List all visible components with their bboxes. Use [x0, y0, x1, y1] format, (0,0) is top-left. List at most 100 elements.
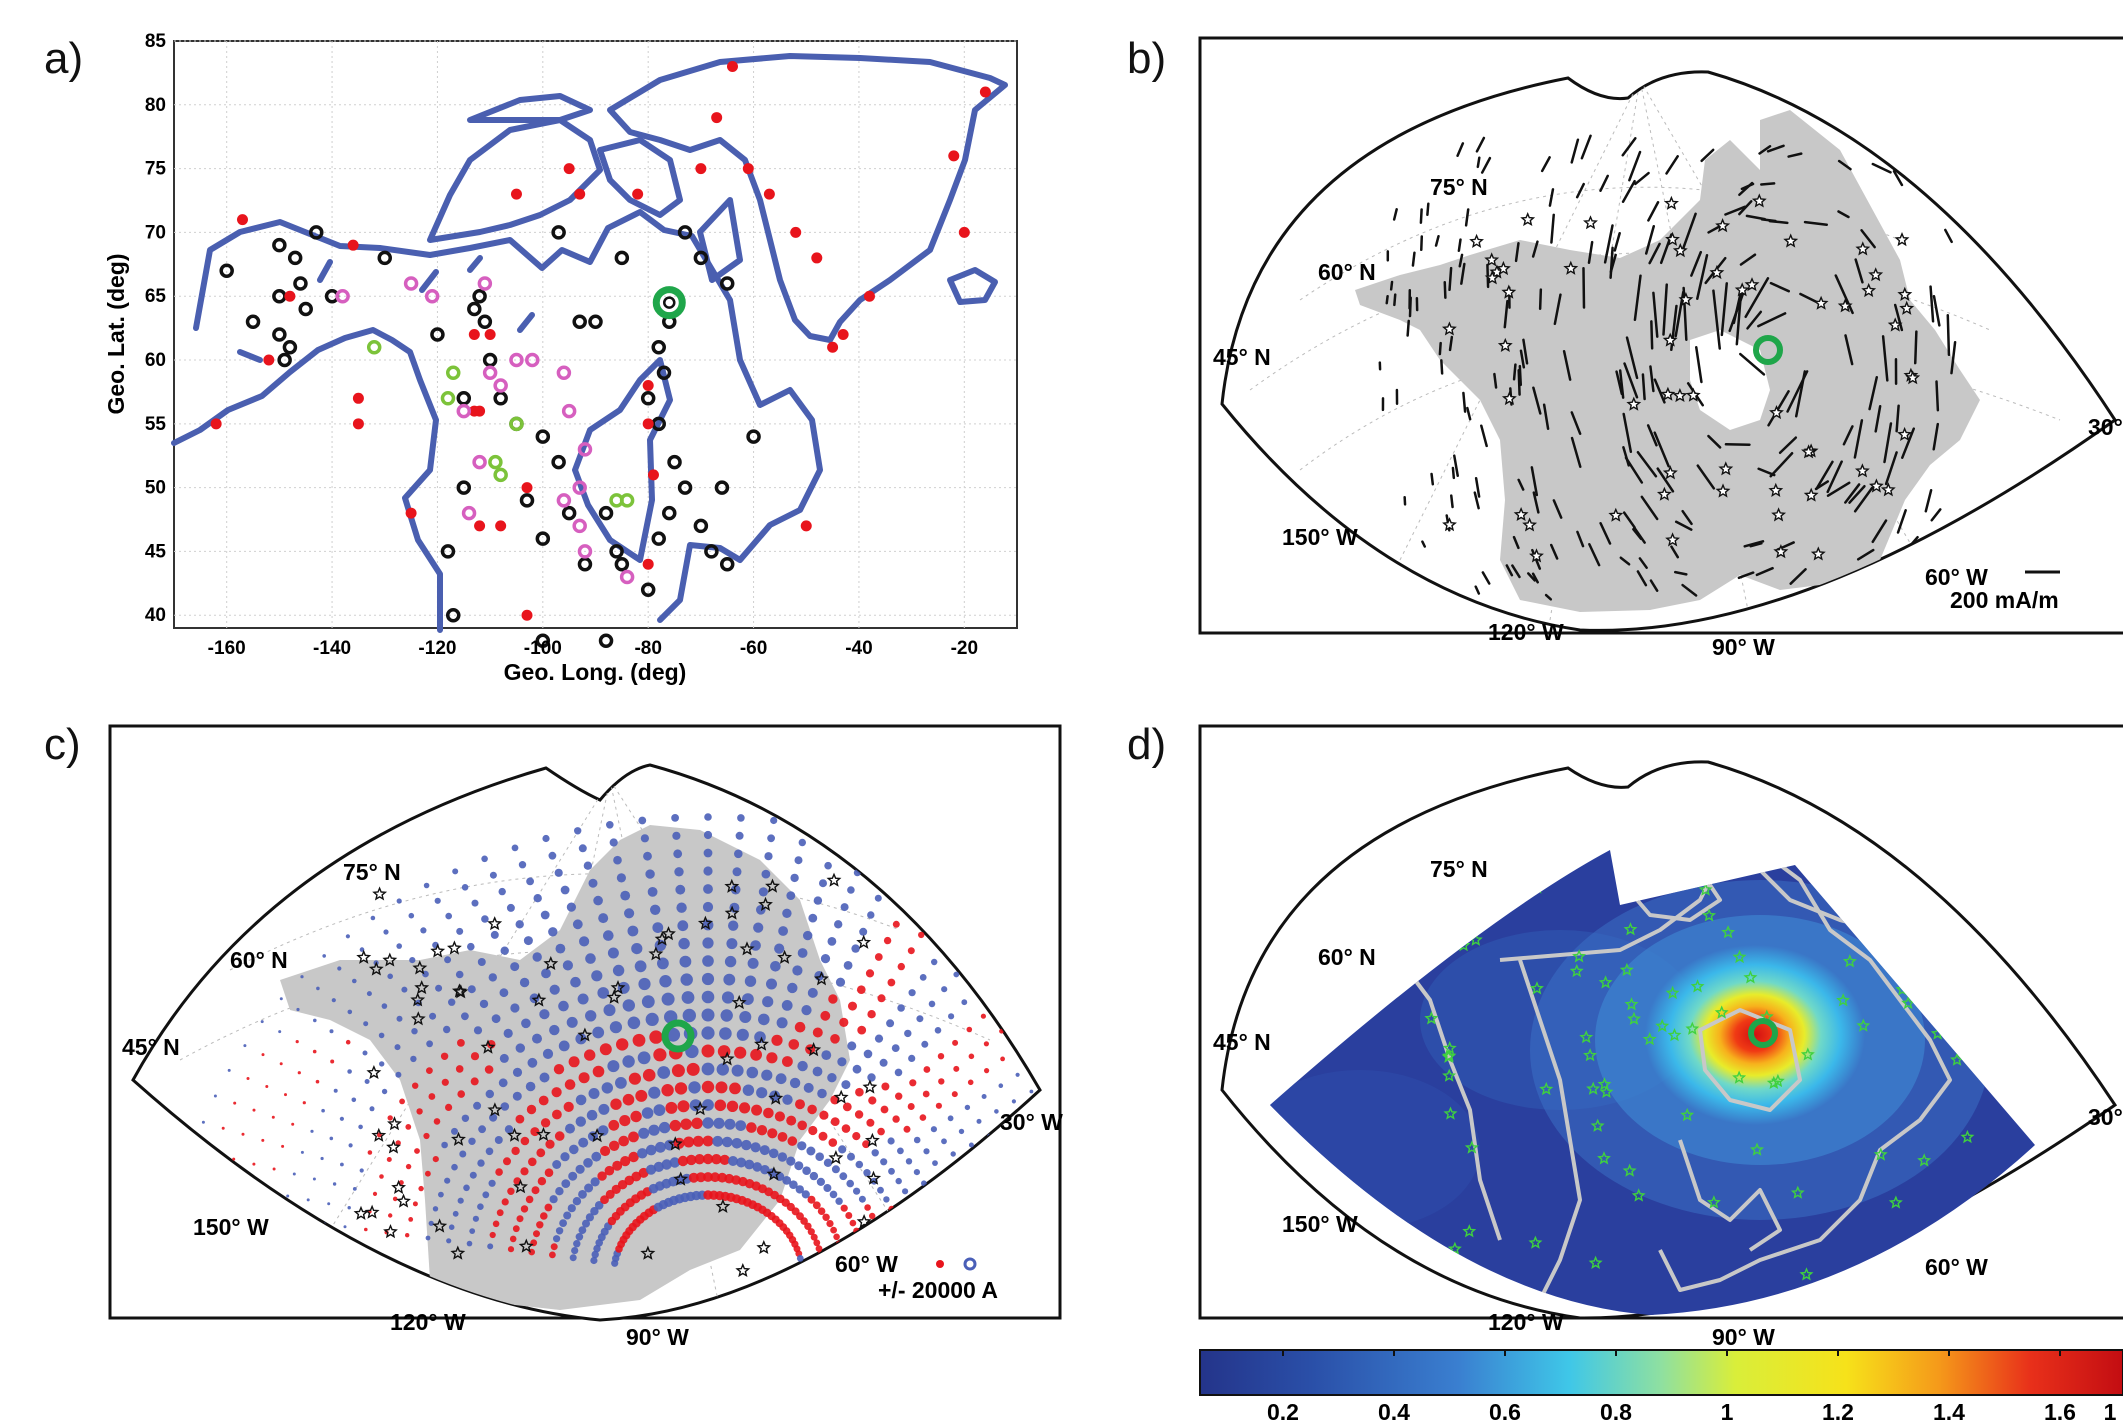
panel-c-dot-blue	[568, 1171, 578, 1181]
panel-c-dot-red	[628, 1131, 639, 1143]
panel-b-vector	[1505, 564, 1514, 577]
panel-b-station-star	[1441, 321, 1457, 336]
panel-c-dot-blue	[947, 1115, 954, 1122]
panel-c-dot-red	[797, 1120, 807, 1131]
panel-c-dot-red	[767, 1128, 778, 1139]
panel-c-dot-blue	[343, 1225, 347, 1229]
panel-c-dot-blue	[461, 1012, 469, 1021]
panel-c-dot-red	[983, 1041, 990, 1047]
panel-c-dot-red	[526, 1104, 537, 1115]
panel-c-dot-blue	[555, 1227, 564, 1235]
panel-c-station-star	[756, 1239, 772, 1255]
panel-c-dot-red	[628, 1151, 639, 1163]
panel-c-dot-red	[423, 1132, 430, 1140]
station-magenta-ring	[556, 493, 572, 508]
panel-b-vector	[1646, 424, 1658, 447]
panel-c-dot-red	[372, 1191, 378, 1196]
panel-c-dot-blue	[821, 1050, 832, 1060]
panel-c-dot-red	[604, 1165, 615, 1176]
panel-c-dot-blue	[897, 1147, 904, 1155]
panel-b-vector	[1609, 253, 1617, 274]
panel-d-label-45n: 45° N	[1213, 1029, 1271, 1055]
panel-c-dot-blue	[498, 1078, 508, 1088]
panel-c-dot-red	[635, 1089, 648, 1102]
panel-c-station-star	[768, 1090, 784, 1105]
panel-c-dot-blue	[701, 990, 715, 1004]
panel-c-dot-blue	[809, 1171, 819, 1181]
panel-c-dot-blue	[759, 1145, 770, 1156]
station-red-dot	[468, 329, 480, 340]
panel-c-dot-blue	[673, 849, 683, 859]
panel-b-vector	[1874, 405, 1882, 433]
panel-c-dot-red	[855, 1087, 864, 1097]
panel-b-vector	[1540, 156, 1551, 173]
panel-b-vector	[1411, 251, 1416, 267]
panel-a-y-axis-label: Geo. Lat. (deg)	[103, 254, 129, 415]
panel-c-dot-blue	[1081, 999, 1084, 1002]
panel-b-vector	[1853, 486, 1874, 513]
panel-c-dot-red	[537, 1177, 547, 1186]
panel-c-dot-blue	[638, 1127, 650, 1139]
panel-c-dot-blue	[539, 1009, 550, 1020]
panel-c-dot-blue	[441, 1141, 448, 1149]
panel-c-dot-red	[405, 1163, 412, 1170]
station-black-ring	[551, 454, 566, 470]
panel-c-dot-red	[702, 1153, 714, 1165]
panel-c-dot-blue	[606, 821, 614, 829]
panel-c-dot-blue	[525, 1081, 536, 1092]
panel-c-station-star	[731, 994, 747, 1010]
panel-c-station-star	[715, 1198, 731, 1214]
panel-c-dot-blue	[888, 1167, 895, 1175]
panel-c-dot-red	[794, 1021, 806, 1033]
panel-c-dot-red	[813, 1239, 821, 1247]
panel-b-station-star	[1751, 193, 1767, 208]
panel-c-dot-red	[774, 1111, 786, 1122]
station-red-dot	[632, 188, 644, 200]
panel-d-station-star	[1732, 1070, 1747, 1084]
panel-b-vector	[1576, 530, 1585, 548]
panel-c-station-star	[697, 915, 713, 930]
panel-c-station-star	[396, 1193, 411, 1208]
panel-c-dot-blue	[452, 868, 459, 875]
panel-c-dot-red	[953, 1065, 960, 1072]
panel-c-dot-blue	[558, 1000, 569, 1012]
panel-c-dot-red	[800, 1217, 808, 1225]
panel-c-dot-blue	[532, 952, 542, 962]
panel-c-dot-red	[457, 1039, 465, 1047]
panel-c-dot-blue	[702, 901, 714, 913]
panel-c-dot-red	[968, 1053, 975, 1060]
panel-c-dot-blue	[597, 987, 609, 999]
panel-c-dot-red	[822, 1213, 830, 1222]
panel-b-vector	[1842, 425, 1854, 446]
panel-c-dot-blue	[609, 1021, 623, 1034]
panel-b-vector	[1570, 436, 1582, 468]
panel-c-dot-blue	[473, 1026, 483, 1035]
panel-c-dot-blue	[678, 937, 690, 950]
panel-c-dot-blue	[883, 1196, 890, 1203]
panel-c-station-star	[864, 1132, 880, 1147]
panel-c-dot-blue	[1086, 1202, 1089, 1205]
panel-c-dot-blue	[366, 991, 372, 997]
panel-c-dot-blue	[887, 1137, 895, 1145]
panel-c-dot-blue	[1127, 1195, 1130, 1198]
panel-c-dot-blue	[461, 884, 469, 891]
panel-c-dot-blue	[732, 867, 742, 877]
panel-c-dot-red	[501, 1198, 509, 1206]
panel-c-dot-red	[509, 1235, 517, 1243]
panel-d-station-star	[1706, 1195, 1721, 1209]
panel-c-dot-red	[808, 1125, 818, 1136]
panel-b-vector	[1448, 335, 1454, 352]
panel-b-vector	[1860, 229, 1876, 249]
panel-c-dot-blue	[579, 936, 590, 947]
station-red-dot	[468, 405, 480, 417]
station-red-dot	[800, 520, 812, 532]
panel-c-station-star	[673, 1171, 689, 1186]
station-black-ring	[577, 556, 593, 572]
station-magenta-ring	[561, 403, 577, 419]
panel-c-dot-red	[455, 1065, 464, 1073]
station-red-dot	[711, 112, 723, 124]
panel-c-dot-blue	[803, 1082, 814, 1093]
panel-c-dot-blue	[607, 947, 619, 959]
panel-c-dot-blue	[742, 1084, 755, 1096]
panel-c-dot-blue	[562, 960, 574, 971]
